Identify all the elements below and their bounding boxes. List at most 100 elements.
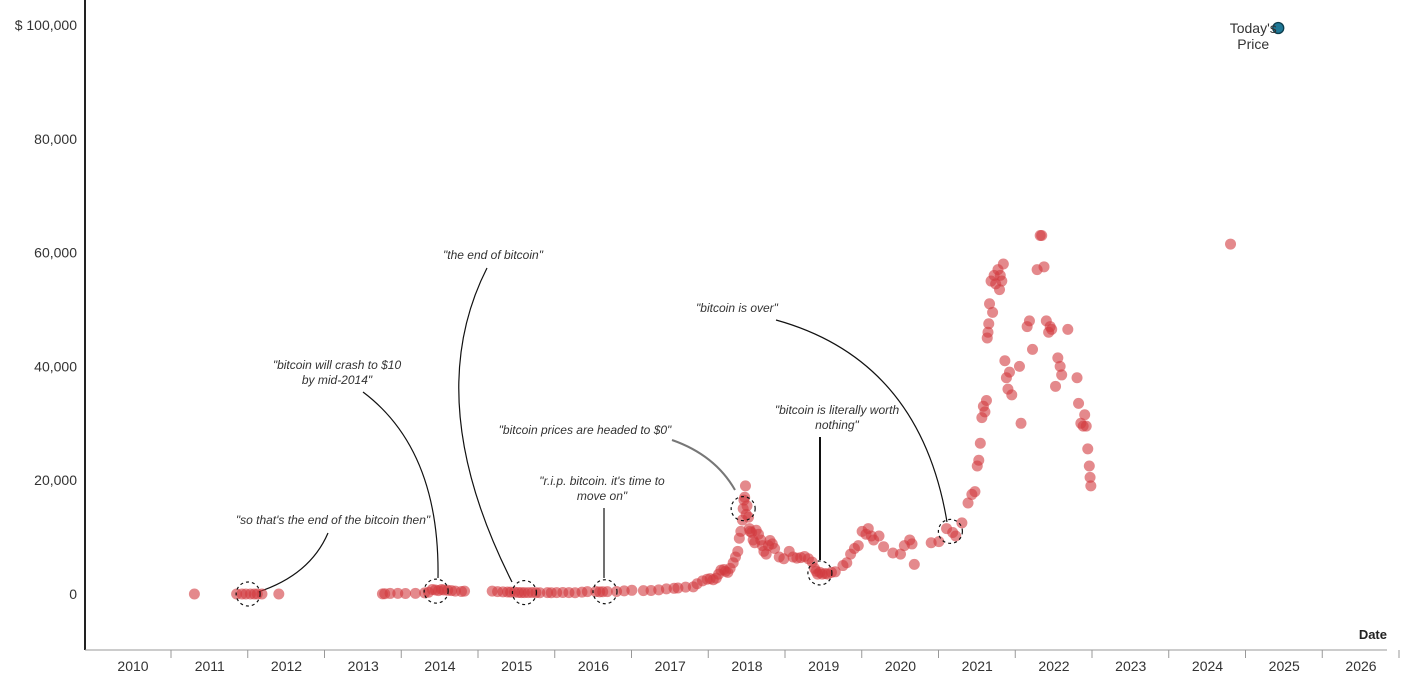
data-point xyxy=(895,548,906,560)
data-point xyxy=(1023,315,1035,327)
annotation-highlight-circle xyxy=(730,496,756,522)
data-point xyxy=(969,486,981,498)
data-point xyxy=(841,557,853,569)
annotation-label-line: nothing" xyxy=(815,418,859,432)
annotation-labels: "so that's the end of the bitcoin then" "… xyxy=(236,248,900,527)
data-point xyxy=(1050,380,1062,392)
annotation-label-line: "r.i.p. bitcoin. it's time to xyxy=(539,474,665,488)
data-point xyxy=(829,566,841,578)
data-point xyxy=(1052,352,1064,364)
data-point xyxy=(974,437,986,449)
annotation-leaders xyxy=(257,267,948,593)
data-point xyxy=(982,326,994,338)
annotation-leader-line xyxy=(458,267,513,583)
annotation-leader-line xyxy=(671,439,736,491)
data-point xyxy=(769,542,781,554)
data-point xyxy=(1056,369,1068,381)
annotation-label: "the end of bitcoin" xyxy=(443,248,544,262)
annotation-leader-line xyxy=(362,391,439,579)
data-point xyxy=(987,306,999,318)
data-point xyxy=(956,517,968,529)
x-tick-label: 2018 xyxy=(731,658,762,674)
annotation-label: "bitcoin is literally worth nothing" xyxy=(775,403,900,432)
data-point xyxy=(980,395,992,407)
x-tick-label: 2017 xyxy=(655,658,686,674)
data-point xyxy=(984,298,996,310)
data-point xyxy=(409,587,421,599)
data-point xyxy=(1073,397,1085,409)
annotation-label: "bitcoin will crash to $10 by mid-2014" xyxy=(273,358,402,387)
data-point xyxy=(933,536,945,548)
annotation-highlight-circle xyxy=(235,581,261,607)
x-tick-label: 2013 xyxy=(348,658,379,674)
data-point xyxy=(459,585,471,597)
x-axis-title: Date xyxy=(1359,627,1387,642)
annotation-label-line: by mid-2014" xyxy=(302,373,373,387)
annotation-label-line: "so that's the end of the bitcoin then" xyxy=(236,513,431,527)
data-point xyxy=(1054,360,1066,372)
data-point xyxy=(399,587,411,599)
data-point xyxy=(732,545,744,557)
annotation-highlight-circle xyxy=(511,579,538,606)
y-tick-label: 60,000 xyxy=(34,245,77,261)
data-point xyxy=(739,491,751,503)
data-point xyxy=(392,587,404,599)
data-point xyxy=(188,588,200,600)
data-point xyxy=(735,525,747,537)
annotation-label-line: "bitcoin will crash to $10 xyxy=(273,358,402,372)
today-price-point xyxy=(1272,21,1285,35)
data-point xyxy=(1046,323,1058,335)
annotation-label-line: "bitcoin prices are headed to $0" xyxy=(499,423,672,437)
today-price-label: Today's Price xyxy=(1230,20,1277,52)
data-point xyxy=(741,500,753,512)
annotation-label: "bitcoin prices are headed to $0" xyxy=(499,423,672,437)
x-axis: 2010 2011 2012 2013 2014 2015 2016 2017 2018 2019… xyxy=(85,649,1400,674)
annotation-label-line: "the end of bitcoin" xyxy=(443,248,544,262)
annotation-label-line: "bitcoin is over" xyxy=(696,301,779,315)
data-point xyxy=(1015,417,1027,429)
data-point xyxy=(384,587,396,599)
data-point xyxy=(962,497,974,509)
data-point xyxy=(1084,471,1096,483)
annotation-label: "bitcoin is over" xyxy=(696,301,779,315)
y-tick-label: 80,000 xyxy=(34,131,77,147)
data-point xyxy=(908,558,920,570)
y-axis: 0 20,000 40,000 60,000 80,000 $ 100,000 xyxy=(15,0,86,650)
data-point xyxy=(1082,443,1094,455)
today-price-label-line: Price xyxy=(1237,36,1269,52)
data-point xyxy=(739,480,751,492)
x-tick-label: 2019 xyxy=(808,658,839,674)
data-point xyxy=(906,538,918,550)
x-tick-label: 2015 xyxy=(501,658,532,674)
annotation-highlight-circles xyxy=(235,496,963,607)
today-price-label-line: Today's xyxy=(1230,20,1277,36)
y-tick-label: $ 100,000 xyxy=(15,17,77,33)
y-tick-label: 20,000 xyxy=(34,472,77,488)
data-point xyxy=(1071,372,1083,384)
y-tick-label: 40,000 xyxy=(34,358,77,374)
x-tick-label: 2014 xyxy=(424,658,455,674)
data-point xyxy=(626,584,638,596)
annotation-highlight-circle xyxy=(937,518,963,545)
data-point xyxy=(852,540,864,552)
x-tick-label: 2026 xyxy=(1345,658,1376,674)
x-tick-label: 2024 xyxy=(1192,658,1223,674)
data-point xyxy=(878,541,890,553)
data-point xyxy=(999,355,1011,367)
x-tick-label: 2011 xyxy=(195,658,225,674)
annotation-label: "r.i.p. bitcoin. it's time to move on" xyxy=(539,474,665,503)
data-point xyxy=(1085,480,1097,492)
data-point xyxy=(996,275,1008,287)
annotation-highlight-circle xyxy=(592,579,618,605)
today-marker: Today's Price xyxy=(1230,20,1285,52)
data-point xyxy=(256,588,268,600)
data-point xyxy=(581,586,593,598)
data-point xyxy=(983,318,995,330)
x-tick-label: 2012 xyxy=(271,658,302,674)
data-point xyxy=(601,586,613,598)
data-point xyxy=(994,284,1006,296)
annotation-leader-line xyxy=(257,532,329,593)
data-point xyxy=(637,585,649,597)
data-point xyxy=(1003,366,1015,378)
